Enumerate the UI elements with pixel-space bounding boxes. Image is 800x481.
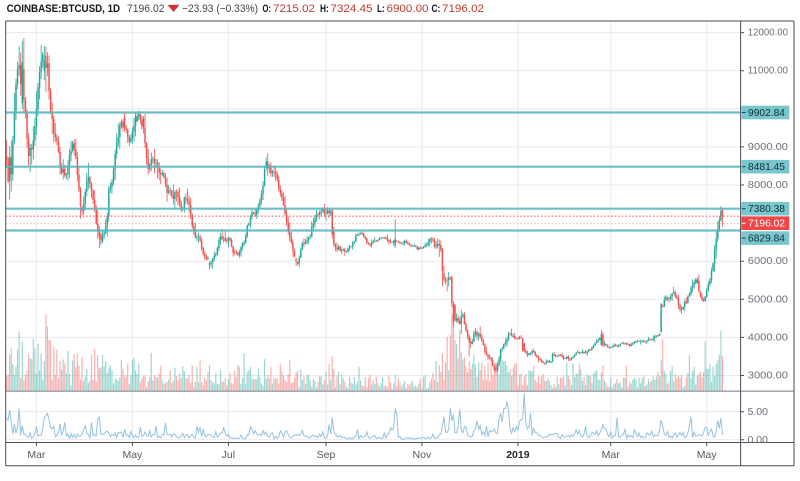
svg-text:Mar: Mar [602, 449, 621, 461]
svg-text:7324.45: 7324.45 [331, 3, 373, 15]
svg-text:H:: H: [320, 3, 329, 15]
svg-text:Jul: Jul [222, 449, 235, 461]
svg-text:8000.00: 8000.00 [748, 179, 788, 191]
svg-text:6829.84: 6829.84 [748, 232, 785, 244]
svg-text:May: May [697, 449, 718, 461]
svg-text:5000.00: 5000.00 [748, 293, 788, 305]
svg-text:3000.00: 3000.00 [748, 370, 788, 382]
svg-text:4000.00: 4000.00 [748, 331, 788, 343]
svg-text:7196.02: 7196.02 [127, 3, 165, 15]
svg-text:6000.00: 6000.00 [748, 255, 788, 267]
svg-text:7196.02: 7196.02 [748, 218, 785, 230]
svg-text:Mar: Mar [27, 449, 46, 461]
svg-text:7215.02: 7215.02 [273, 3, 315, 15]
svg-text:Sep: Sep [317, 449, 336, 461]
svg-text:−23.93 (−0.33%): −23.93 (−0.33%) [182, 3, 258, 15]
svg-text:5.00: 5.00 [748, 406, 769, 418]
svg-text:L:: L: [377, 3, 385, 15]
svg-text:9902.84: 9902.84 [748, 107, 785, 119]
svg-text:8481.45: 8481.45 [748, 161, 785, 173]
svg-text:COINBASE:BTCUSD, 1D: COINBASE:BTCUSD, 1D [7, 3, 121, 15]
svg-text:2019: 2019 [506, 449, 530, 461]
svg-text:6900.00: 6900.00 [387, 3, 429, 15]
svg-text:9000.00: 9000.00 [748, 141, 788, 153]
svg-text:Nov: Nov [413, 449, 432, 461]
svg-text:7380.38: 7380.38 [748, 203, 785, 215]
svg-text:O:: O: [263, 3, 272, 15]
svg-text:11000.00: 11000.00 [748, 65, 788, 77]
svg-text:12000.00: 12000.00 [748, 27, 788, 39]
svg-text:0.00: 0.00 [748, 434, 769, 446]
svg-text:7196.02: 7196.02 [442, 3, 484, 15]
svg-text:C:: C: [432, 3, 441, 15]
svg-text:May: May [122, 449, 143, 461]
